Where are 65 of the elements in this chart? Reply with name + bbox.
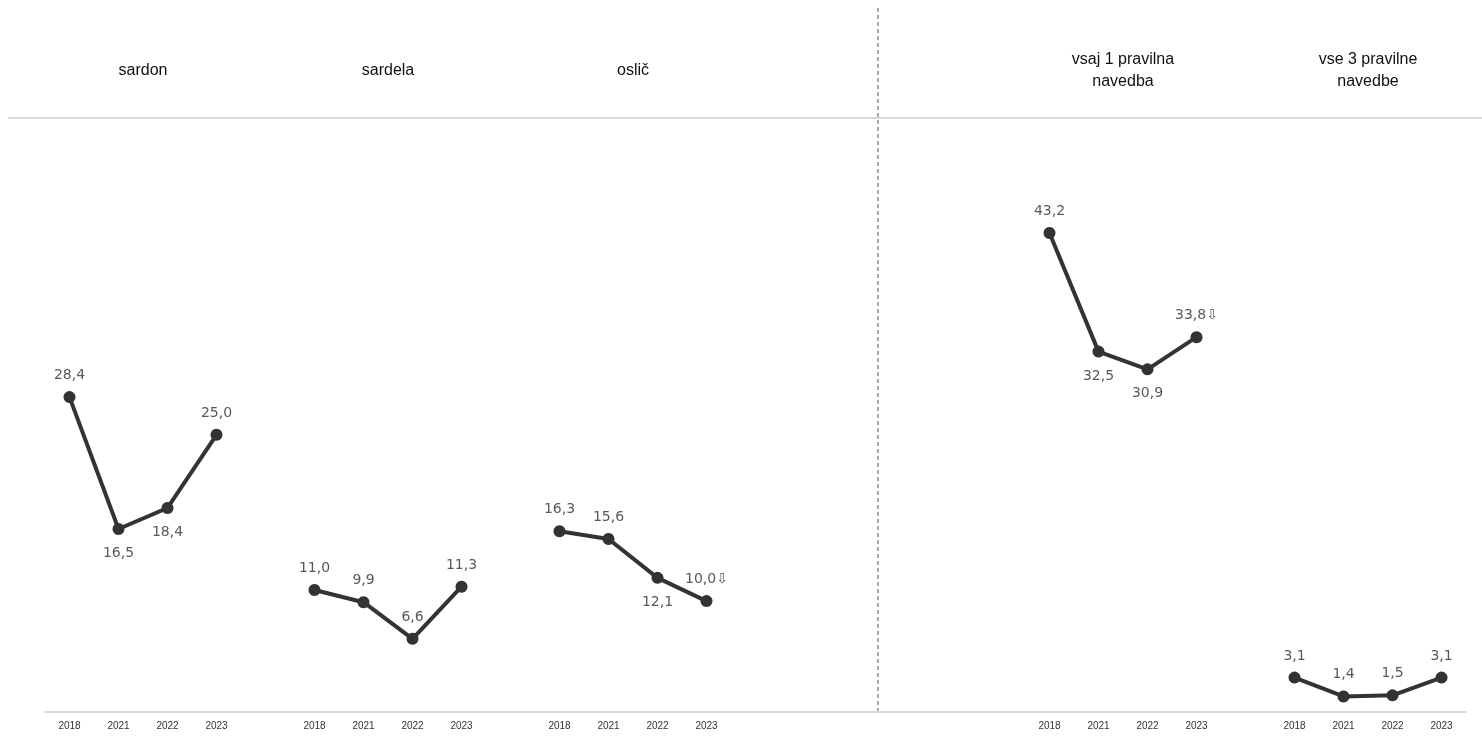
data-label: 12,1 xyxy=(641,592,674,609)
data-label: 16,3 xyxy=(543,500,576,517)
point xyxy=(357,596,370,609)
data-label: 18,4 xyxy=(151,522,184,539)
text: vsaj 1 pravilna navedba xyxy=(1070,49,1176,91)
data-label: 28,4 xyxy=(53,366,86,383)
x-tick-label: 2021 xyxy=(597,719,621,731)
data-label: 11,0 xyxy=(298,559,331,576)
x-tick-label: 2022 xyxy=(1136,719,1160,731)
x-tick-label: 2023 xyxy=(695,719,719,731)
data-label: 1,4 xyxy=(1332,665,1355,682)
x-tick-label: 2018 xyxy=(1283,719,1307,731)
point xyxy=(455,580,468,593)
data-label: 16,5 xyxy=(102,544,135,561)
point xyxy=(1288,671,1301,684)
data-label: 43,2 xyxy=(1033,201,1066,218)
x-tick-label: 2023 xyxy=(450,719,474,731)
data-label: 3,1 xyxy=(1430,646,1453,663)
point xyxy=(1043,226,1056,239)
text: sardon xyxy=(117,60,169,80)
text: sardela xyxy=(360,60,416,80)
text: vse 3 pravilne navedbe xyxy=(1317,49,1419,91)
text: oslič xyxy=(616,60,650,80)
point xyxy=(1141,363,1154,376)
point xyxy=(602,533,615,546)
x-tick-label: 2021 xyxy=(107,719,131,731)
x-tick-label: 2018 xyxy=(1038,719,1062,731)
data-label: 3,1 xyxy=(1283,646,1306,663)
point xyxy=(651,571,664,584)
x-tick-label: 2018 xyxy=(58,719,82,731)
data-label: 25,0 xyxy=(200,403,233,420)
point xyxy=(1337,690,1350,703)
data-label: 11,3 xyxy=(445,555,478,572)
x-tick-label: 2022 xyxy=(156,719,180,731)
point xyxy=(63,391,76,404)
x-tick-label: 2021 xyxy=(352,719,376,731)
data-label: 30,9 xyxy=(1131,384,1164,401)
x-tick-label: 2023 xyxy=(1430,719,1454,731)
x-tick-label: 2023 xyxy=(205,719,229,731)
x-tick-label: 2018 xyxy=(548,719,572,731)
x-tick-label: 2022 xyxy=(646,719,670,731)
x-tick-label: 2022 xyxy=(401,719,425,731)
point xyxy=(1092,345,1105,358)
point xyxy=(112,523,125,536)
data-label: 10,0⇩ xyxy=(685,570,728,587)
data-label: 6,6 xyxy=(401,607,424,624)
data-label: 1,5 xyxy=(1381,664,1404,681)
point xyxy=(1386,689,1399,702)
point xyxy=(553,525,566,538)
x-tick-label: 2021 xyxy=(1087,719,1111,731)
x-tick-label: 2021 xyxy=(1332,719,1356,731)
point xyxy=(700,595,713,608)
data-label: 33,8⇩ xyxy=(1175,306,1218,323)
x-tick-label: 2018 xyxy=(303,719,327,731)
point xyxy=(210,428,223,441)
point xyxy=(1435,671,1448,684)
data-label: 15,6 xyxy=(592,508,625,525)
point xyxy=(161,501,174,514)
x-tick-label: 2023 xyxy=(1185,719,1209,731)
x-tick-label: 2022 xyxy=(1381,719,1405,731)
point xyxy=(308,584,321,597)
data-label: 9,9 xyxy=(352,571,375,588)
point xyxy=(1190,331,1203,344)
data-label: 32,5 xyxy=(1082,366,1115,383)
point xyxy=(406,632,419,645)
